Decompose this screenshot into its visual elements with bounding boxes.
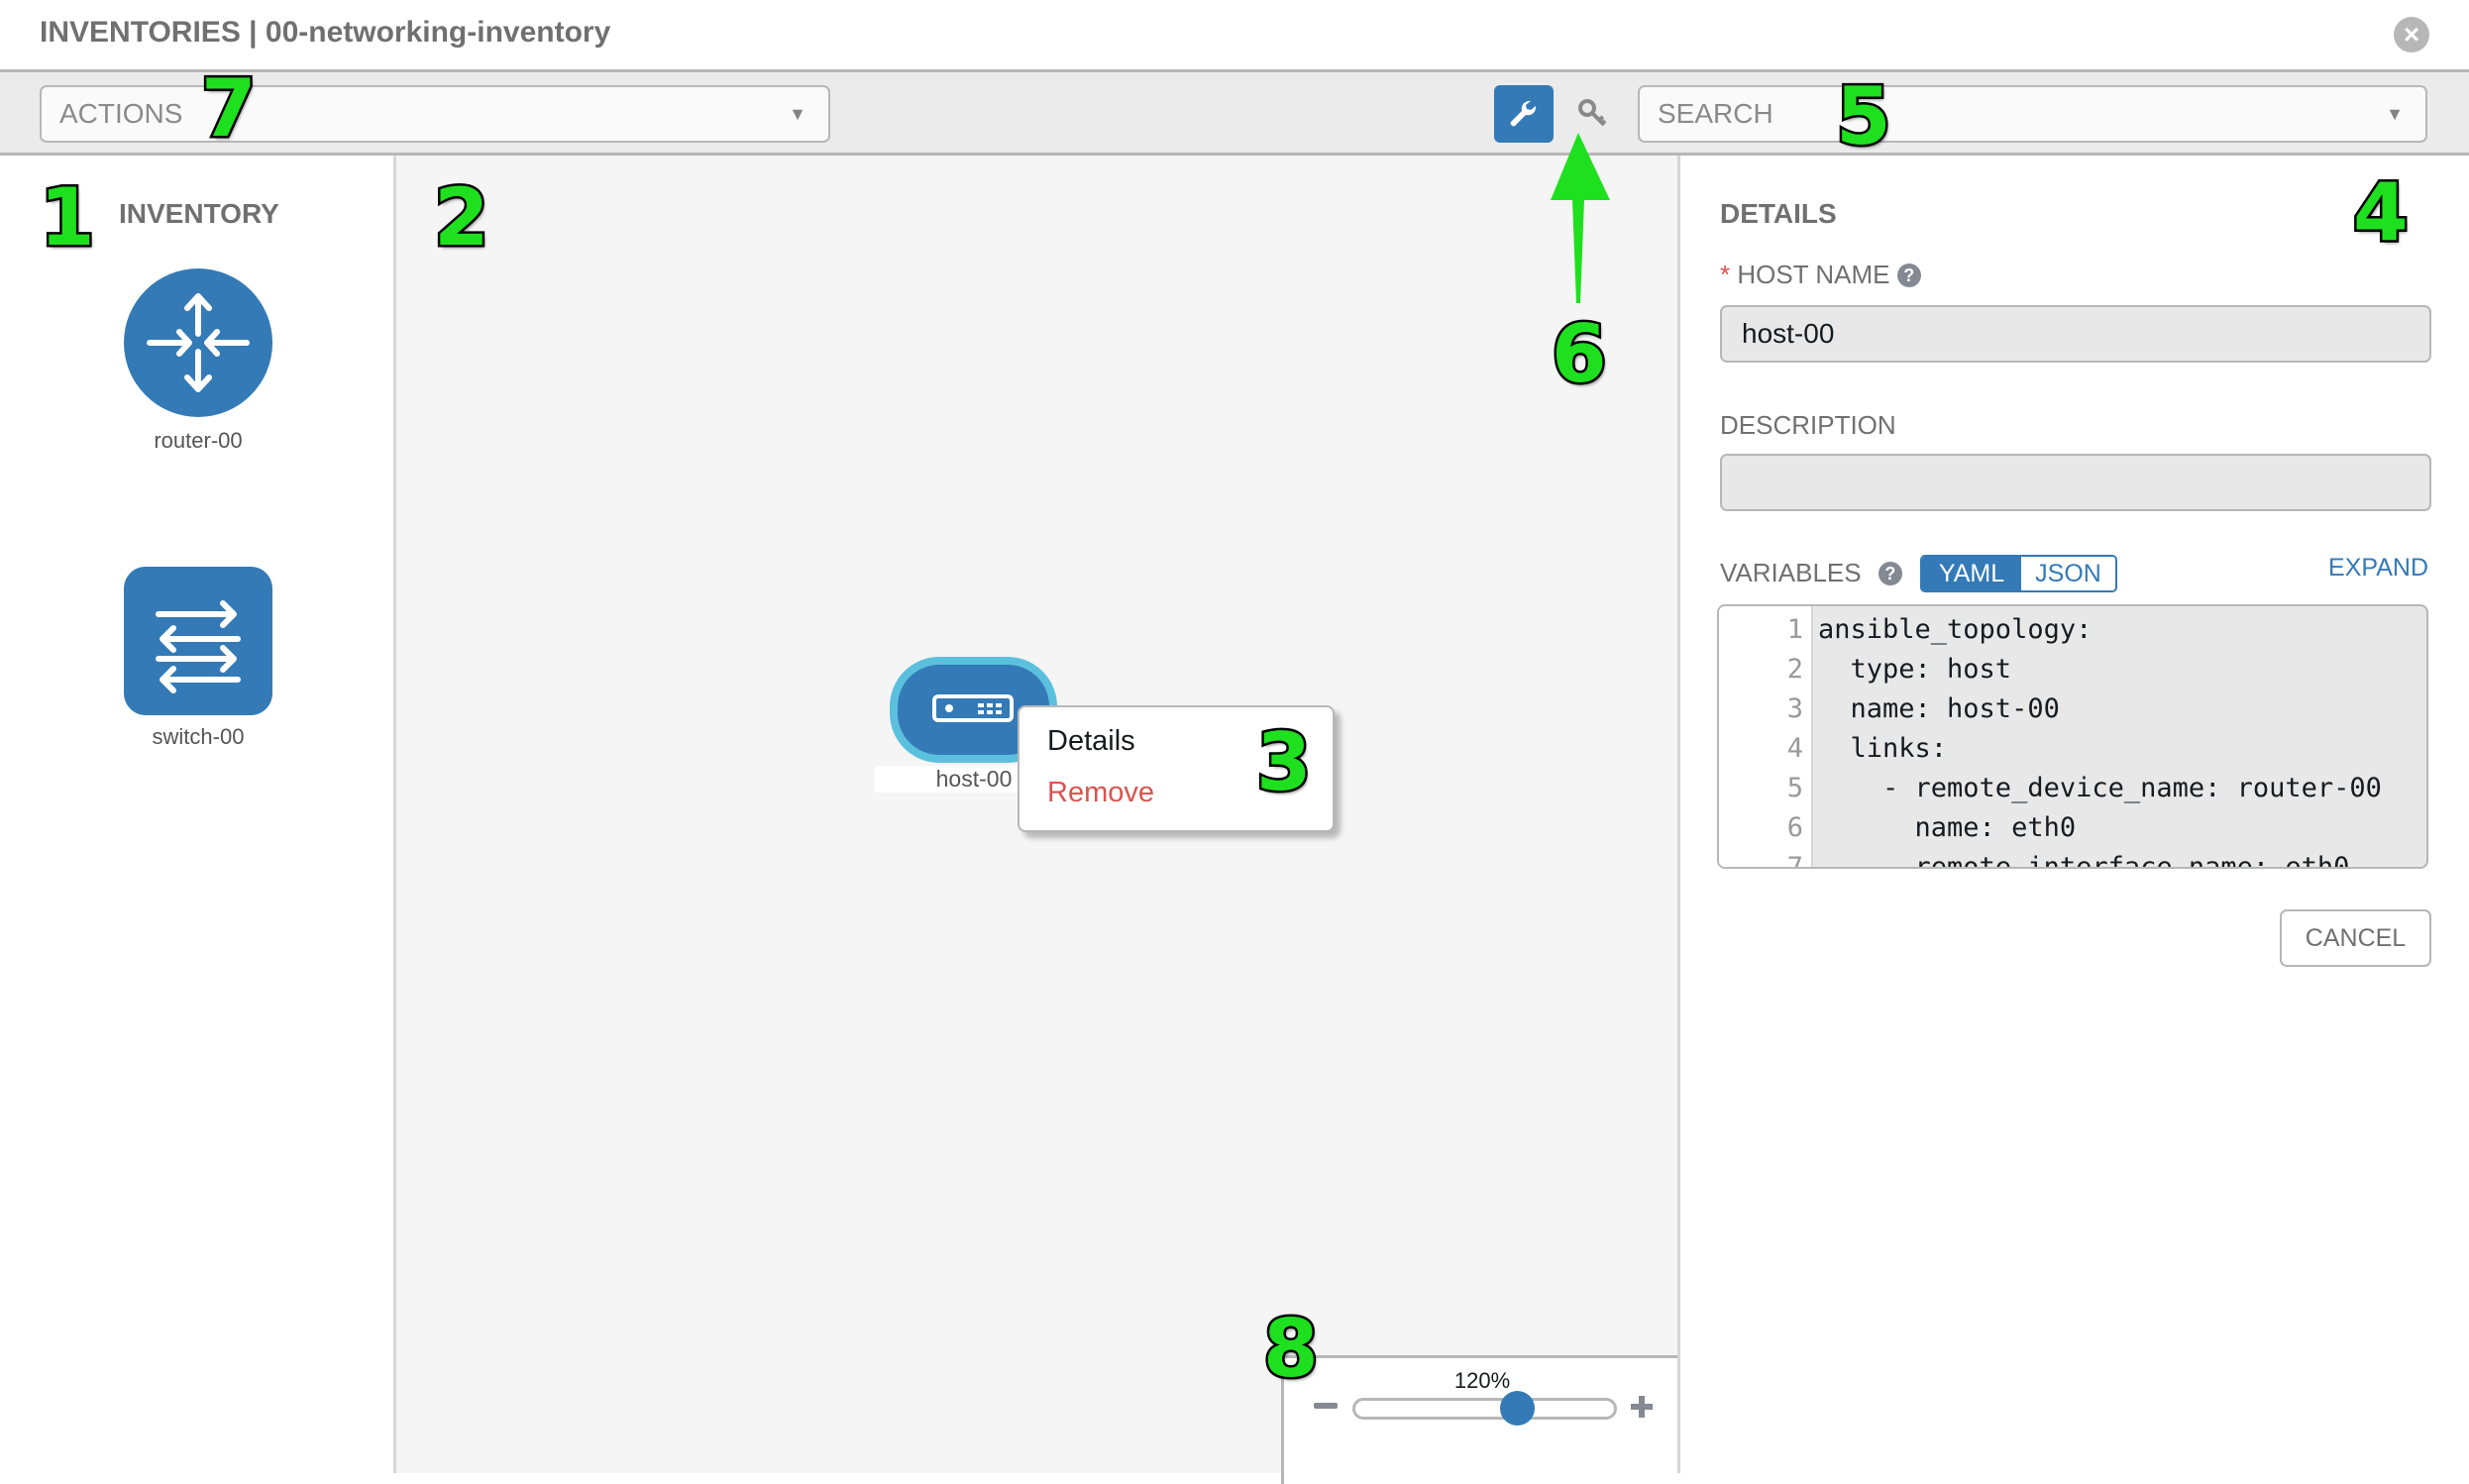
router-item[interactable] [124, 268, 272, 417]
code-line: ansible_topology: [1818, 614, 2093, 645]
annotation-arrow-icon [1551, 133, 1610, 303]
page-title: INVENTORIES | 00-networking-inventory [40, 16, 611, 49]
annotation-2: 2 [432, 171, 492, 264]
annotation-5: 5 [1834, 70, 1894, 162]
annotation-7: 7 [199, 62, 260, 155]
line-number: 2 [1786, 654, 1803, 685]
help-icon[interactable]: ? [1896, 264, 1921, 287]
key-button[interactable] [1573, 94, 1613, 134]
required-asterisk: * [1720, 260, 1731, 289]
line-number: 3 [1786, 693, 1803, 724]
code-line: remote_interface_name: eth0 [1818, 852, 2350, 869]
line-number-gutter: 1 2 3 4 5 6 7 [1719, 606, 1813, 867]
json-toggle[interactable]: JSON [2021, 557, 2115, 590]
router-label: router-00 [154, 428, 243, 453]
help-icon[interactable]: ? [1878, 562, 1902, 585]
wrench-button[interactable] [1494, 85, 1554, 143]
inventory-panel: INVENTORY router-00 switch-00 [0, 156, 396, 1473]
expand-link[interactable]: EXPAND [2328, 554, 2428, 582]
code-line: links: [1818, 733, 1948, 764]
line-number: 4 [1786, 733, 1803, 764]
annotation-4: 4 [2351, 166, 2412, 259]
toolbar: ACTIONS ▼ SEARCH ▼ [0, 72, 2469, 156]
key-icon [1578, 99, 1607, 127]
line-number: 6 [1786, 812, 1803, 843]
host-icon [932, 694, 1014, 722]
router-icon [124, 268, 272, 417]
host-name-label: * HOST NAME ? [1720, 260, 1921, 290]
host-name-input[interactable]: host-00 [1720, 305, 2431, 363]
switch-item[interactable] [124, 567, 272, 715]
search-dropdown[interactable]: SEARCH ▼ [1638, 85, 2427, 143]
title-bar: INVENTORIES | 00-networking-inventory × [0, 0, 2469, 72]
annotation-6: 6 [1550, 308, 1610, 400]
host-name-label-text: HOST NAME [1737, 260, 1890, 289]
line-number: 5 [1786, 773, 1803, 803]
code-line: name: host-00 [1818, 693, 2060, 724]
description-label: DESCRIPTION [1720, 410, 1896, 440]
wrench-icon [1510, 100, 1537, 127]
zoom-control: 120% [1281, 1355, 1677, 1484]
code-line: type: host [1818, 654, 2012, 685]
variables-label: VARIABLES ? [1720, 558, 1902, 588]
close-icon[interactable]: × [2394, 17, 2429, 53]
code-line: name: eth0 [1818, 812, 2077, 843]
search-placeholder: SEARCH [1658, 98, 1773, 129]
chevron-down-icon: ▼ [789, 104, 806, 124]
chevron-down-icon: ▼ [2386, 104, 2404, 124]
line-number: 1 [1786, 614, 1803, 645]
description-input[interactable] [1720, 454, 2431, 511]
variables-code-editor[interactable]: 1 2 3 4 5 6 7 ansible_topology: type: host nam… [1717, 604, 2428, 869]
annotation-1: 1 [38, 171, 98, 264]
context-menu: Details Remove [1018, 705, 1335, 832]
yaml-toggle[interactable]: YAML [1922, 557, 2021, 590]
zoom-level: 120% [1453, 1368, 1511, 1393]
actions-placeholder: ACTIONS [59, 98, 183, 129]
cancel-button[interactable]: CANCEL [2280, 909, 2431, 967]
inventory-heading: INVENTORY [119, 198, 279, 229]
annotation-3: 3 [1254, 716, 1315, 808]
details-heading: DETAILS [1720, 198, 1837, 229]
variables-label-text: VARIABLES [1720, 558, 1862, 587]
zoom-out-icon[interactable] [1314, 1403, 1338, 1409]
zoom-in-icon[interactable] [1631, 1396, 1653, 1418]
annotation-8: 8 [1261, 1303, 1322, 1395]
switch-label: switch-00 [152, 724, 245, 749]
code-line: - remote_device_name: router-00 [1818, 773, 2382, 803]
switch-icon [124, 567, 272, 715]
actions-dropdown[interactable]: ACTIONS ▼ [40, 85, 830, 143]
zoom-slider-track[interactable] [1352, 1398, 1617, 1420]
menu-item-remove[interactable]: Remove [1047, 777, 1154, 808]
zoom-slider-handle[interactable] [1499, 1391, 1535, 1426]
format-toggle: YAML JSON [1920, 555, 2117, 592]
menu-item-details[interactable]: Details [1047, 725, 1135, 757]
line-number: 7 [1786, 852, 1803, 869]
